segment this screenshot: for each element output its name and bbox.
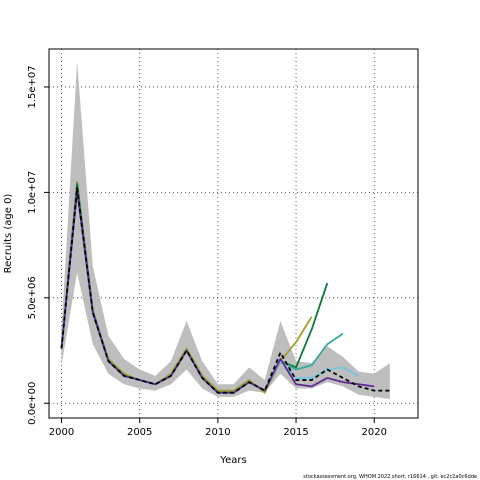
x-tick-label: 2010 <box>205 427 230 438</box>
axes-layer: 2000 2005 2010 2015 2020 0.0e+00 5.0e+06 1.0e+0… <box>27 65 387 438</box>
x-tick-label: 2005 <box>127 427 152 438</box>
y-tick-label: 1.5e+07 <box>27 65 38 108</box>
y-tick-label: 1.0e+07 <box>27 171 38 214</box>
x-tick-label: 2020 <box>361 427 386 438</box>
y-tick-label: 0.0e+00 <box>27 382 38 425</box>
x-axis-title: Years <box>219 455 246 466</box>
y-axis-title: Recruits (age 0) <box>3 194 14 274</box>
plot-frame <box>48 48 419 419</box>
footer-credit: stockassessment.org, WHOM 2022 short, r1… <box>303 474 477 480</box>
series-line-1 <box>60 187 390 394</box>
x-tick-label: 2015 <box>283 427 308 438</box>
series-layer <box>60 180 390 394</box>
confidence-band <box>61 61 390 400</box>
x-tick-label: 2000 <box>49 427 74 438</box>
grid-layer <box>49 49 418 418</box>
y-tick-label: 5.0e+06 <box>27 276 38 319</box>
